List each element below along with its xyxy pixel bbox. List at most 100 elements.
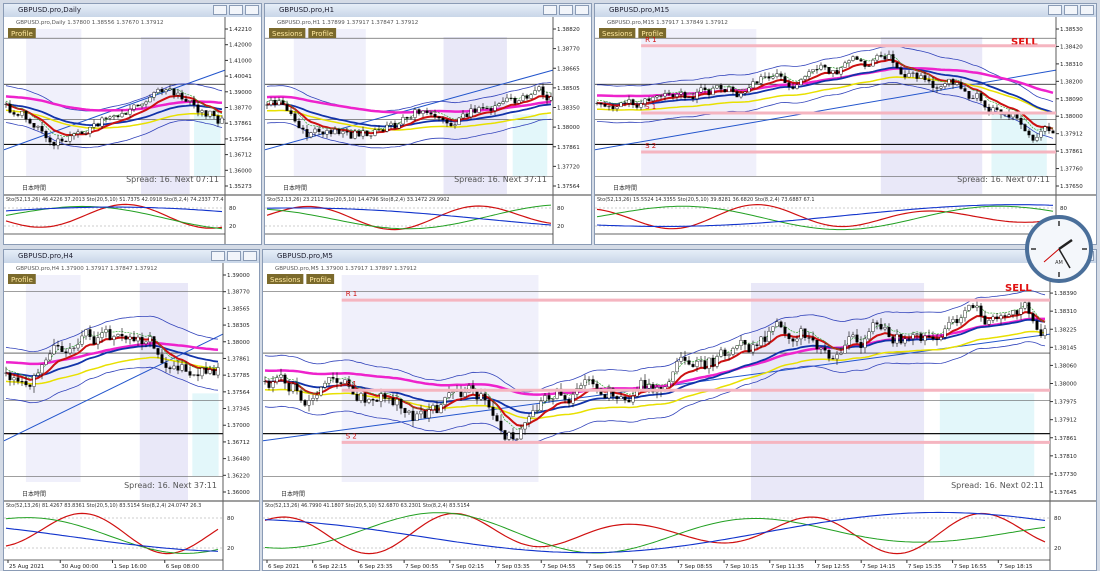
time-label: 7 Sep 00:55 xyxy=(405,564,439,570)
candle-body xyxy=(783,326,787,334)
candle-body xyxy=(771,76,775,79)
candle-body xyxy=(975,93,979,99)
candle-body xyxy=(363,393,367,403)
candle-body xyxy=(357,130,361,137)
chart-window[interactable]: GBPUSD.pro,M51.384751.383901.383101.3822… xyxy=(262,249,1097,571)
chart[interactable]: 1.38530 1.38420 1.38310 1.38200 1.38090 1.380… xyxy=(595,17,1096,244)
chart-window[interactable]: GBPUSD.pro,H1 1.38820 1.38770 1.38665 1.3850… xyxy=(264,3,592,245)
candle-body xyxy=(505,97,509,102)
time-label: 7 Sep 08:55 xyxy=(679,564,713,570)
candle-body xyxy=(192,99,196,106)
spread: Spread: 16. Next 37:11 xyxy=(124,481,217,490)
oscillator-line xyxy=(5,527,219,552)
candle-body xyxy=(955,82,959,85)
chart[interactable]: 1.384751.383901.383101.382251.381451.380… xyxy=(263,263,1096,570)
window-title[interactable]: GBPUSD.pro,M5 xyxy=(263,250,1096,263)
indicator-button[interactable]: Profile xyxy=(8,274,36,284)
indicator-button[interactable]: Sessions xyxy=(267,274,304,284)
candle-body xyxy=(755,344,759,346)
minimize-button[interactable] xyxy=(1048,5,1062,15)
indicator-button[interactable]: Profile xyxy=(638,28,667,38)
bollinger-band xyxy=(596,81,1054,139)
indicator-button[interactable]: Profile xyxy=(306,274,335,284)
candle-body xyxy=(216,115,220,124)
minimize-button[interactable] xyxy=(211,251,225,261)
chart-window[interactable]: GBPUSD.pro,Daily 1.42210 1.42000 1.41000 1.4… xyxy=(3,3,262,245)
candle-body xyxy=(683,92,687,98)
moving-average xyxy=(596,66,1054,114)
close-button[interactable] xyxy=(575,5,589,15)
moving-average xyxy=(5,336,219,381)
candle-body xyxy=(176,365,180,371)
close-button[interactable] xyxy=(245,5,259,15)
candle-body xyxy=(425,110,429,113)
candle-body xyxy=(192,374,196,376)
candle-body xyxy=(647,98,651,101)
maximize-button[interactable] xyxy=(559,5,573,15)
candle-body xyxy=(903,74,907,78)
candle-body xyxy=(305,129,309,138)
button-bg xyxy=(267,274,304,284)
maximize-button[interactable] xyxy=(1064,5,1078,15)
minimize-button[interactable] xyxy=(213,5,227,15)
button-label: Profile xyxy=(641,30,663,38)
candle-body xyxy=(819,347,823,350)
window-title[interactable]: GBPUSD.pro,M15 xyxy=(595,4,1096,17)
candle-body xyxy=(184,98,188,102)
candle-body xyxy=(811,69,815,72)
candle-body xyxy=(967,91,971,99)
candle-body xyxy=(1031,313,1035,322)
candle-body xyxy=(477,107,481,113)
price-label: 1.39000 xyxy=(227,273,250,279)
candle-body xyxy=(76,344,80,349)
candle-body xyxy=(571,394,575,404)
candle-body xyxy=(647,384,651,389)
minimize-button[interactable] xyxy=(543,5,557,15)
close-button[interactable] xyxy=(1080,5,1094,15)
window-title[interactable]: GBPUSD.pro,Daily xyxy=(4,4,261,17)
chart-window[interactable]: GBPUSD.pro,M15 1.38530 1.38420 1.38310 1.382… xyxy=(594,3,1097,245)
candle-body xyxy=(68,348,72,354)
moving-average xyxy=(264,330,1046,420)
price-label: 1.36220 xyxy=(227,473,250,479)
indicator-button[interactable]: Sessions xyxy=(599,28,636,38)
candle-body xyxy=(815,339,819,350)
osc-level-label: 80 xyxy=(557,206,564,212)
price-label: 1.37000 xyxy=(227,423,250,429)
maximize-button[interactable] xyxy=(227,251,241,261)
candle-body xyxy=(851,56,855,61)
window-title[interactable]: GBPUSD.pro,H4 xyxy=(4,250,259,263)
candle-body xyxy=(679,356,683,362)
chart[interactable]: 1.39000 1.38770 1.38565 1.38305 1.38000 1.378… xyxy=(4,263,259,570)
candle-body xyxy=(4,372,8,374)
candle-body xyxy=(799,79,803,86)
indicator-button[interactable]: Sessions xyxy=(269,28,306,38)
chart[interactable]: 1.38820 1.38770 1.38665 1.38505 1.38350 1.380… xyxy=(265,17,591,244)
indicator-button[interactable]: Profile xyxy=(308,28,337,38)
candle-body xyxy=(140,103,144,107)
time-label: 6 Sep 22:15 xyxy=(314,564,348,570)
close-button[interactable] xyxy=(243,251,257,261)
maximize-button[interactable] xyxy=(229,5,243,15)
candle-body xyxy=(723,88,727,93)
bollinger-band xyxy=(264,290,1046,393)
window-title[interactable]: GBPUSD.pro,H1 xyxy=(265,4,591,17)
price-label: 1.38060 xyxy=(1054,363,1077,369)
candle-body xyxy=(703,87,707,90)
candle-body xyxy=(651,96,655,101)
candle-body xyxy=(403,408,407,414)
price-label: 1.36000 xyxy=(229,168,252,174)
chart-window[interactable]: GBPUSD.pro,H4 1.39000 1.38770 1.38565 1.3830… xyxy=(3,249,260,571)
chart[interactable]: 1.42210 1.42000 1.41000 1.40041 1.39000 1.387… xyxy=(4,17,261,244)
candle-body xyxy=(40,126,44,132)
price-label: 1.41000 xyxy=(229,58,252,64)
candle-body xyxy=(627,399,631,403)
candle-body xyxy=(631,99,635,106)
candle-body xyxy=(389,122,393,126)
price-axis xyxy=(1056,17,1096,244)
candle-body xyxy=(104,329,108,333)
indicator-button[interactable]: Profile xyxy=(8,28,36,38)
candle-body xyxy=(963,310,967,319)
candle-body xyxy=(493,105,497,111)
candle-body xyxy=(907,73,911,78)
